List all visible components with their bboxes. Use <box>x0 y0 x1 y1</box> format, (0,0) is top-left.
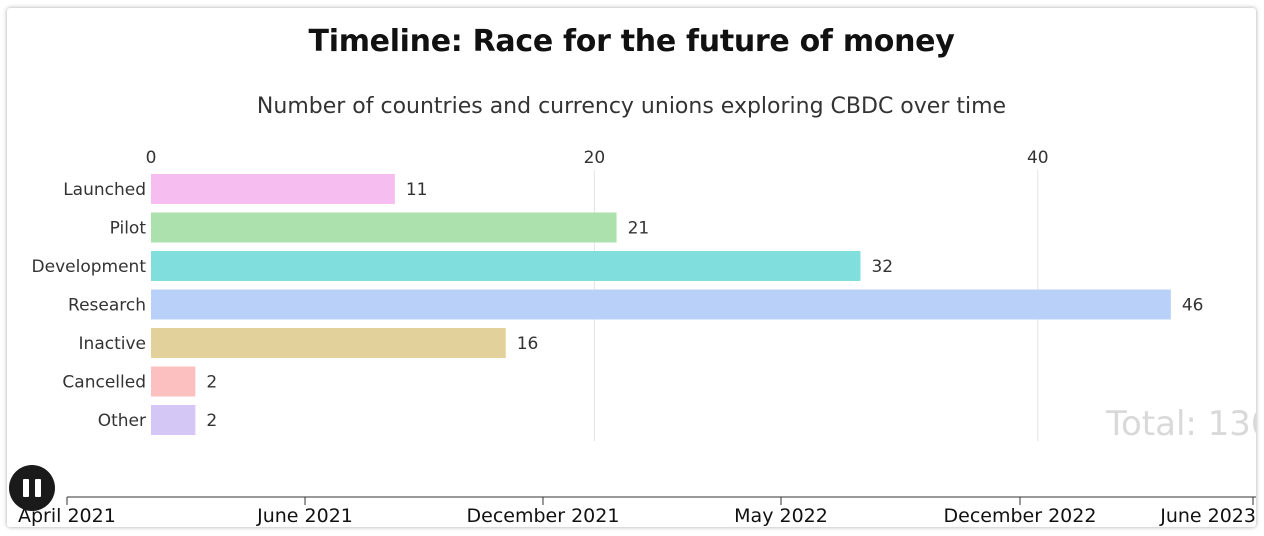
total-label: Total: 130 <box>1105 404 1256 444</box>
timeline-label[interactable]: April 2021 <box>18 505 116 527</box>
timeline-label[interactable]: June 2021 <box>256 505 353 527</box>
chart-title: Timeline: Race for the future of money <box>308 24 955 59</box>
x-tick-label: 40 <box>1027 148 1049 168</box>
timeline-label[interactable]: June 2023 <box>1159 505 1256 527</box>
pause-button[interactable] <box>9 465 55 511</box>
chart-frame: Timeline: Race for the future of money N… <box>7 8 1256 527</box>
bar <box>151 289 1171 320</box>
category-label: Pilot <box>110 219 147 239</box>
category-label: Cancelled <box>62 373 146 393</box>
bar-chart: 0 20 40 Launched 11 Pilot 21 Development 32 Rese… <box>18 148 1256 527</box>
value-label: 32 <box>871 257 893 277</box>
value-label: 16 <box>517 334 539 354</box>
x-tick-label: 0 <box>146 148 157 168</box>
bar <box>151 251 861 281</box>
pause-icon <box>23 479 29 497</box>
bar <box>151 405 196 435</box>
timeline-label[interactable]: December 2022 <box>944 505 1097 527</box>
value-label: 11 <box>406 180 428 200</box>
bar <box>151 366 196 397</box>
bar <box>151 212 617 243</box>
value-label: 21 <box>628 219 650 239</box>
category-label: Development <box>32 257 147 277</box>
category-label: Inactive <box>79 334 146 354</box>
value-label: 2 <box>206 411 217 431</box>
timeline-label[interactable]: December 2021 <box>467 505 620 527</box>
category-label: Other <box>98 411 146 431</box>
x-tick-label: 20 <box>584 148 606 168</box>
bar <box>151 174 395 204</box>
category-label: Launched <box>63 180 146 200</box>
value-label: 46 <box>1182 296 1204 316</box>
category-label: Research <box>68 296 146 316</box>
chart-subtitle: Number of countries and currency unions … <box>256 94 1007 119</box>
pause-icon-bar <box>35 479 41 497</box>
timeline-label[interactable]: May 2022 <box>734 505 828 527</box>
value-label: 2 <box>206 373 217 393</box>
bar <box>151 328 506 358</box>
